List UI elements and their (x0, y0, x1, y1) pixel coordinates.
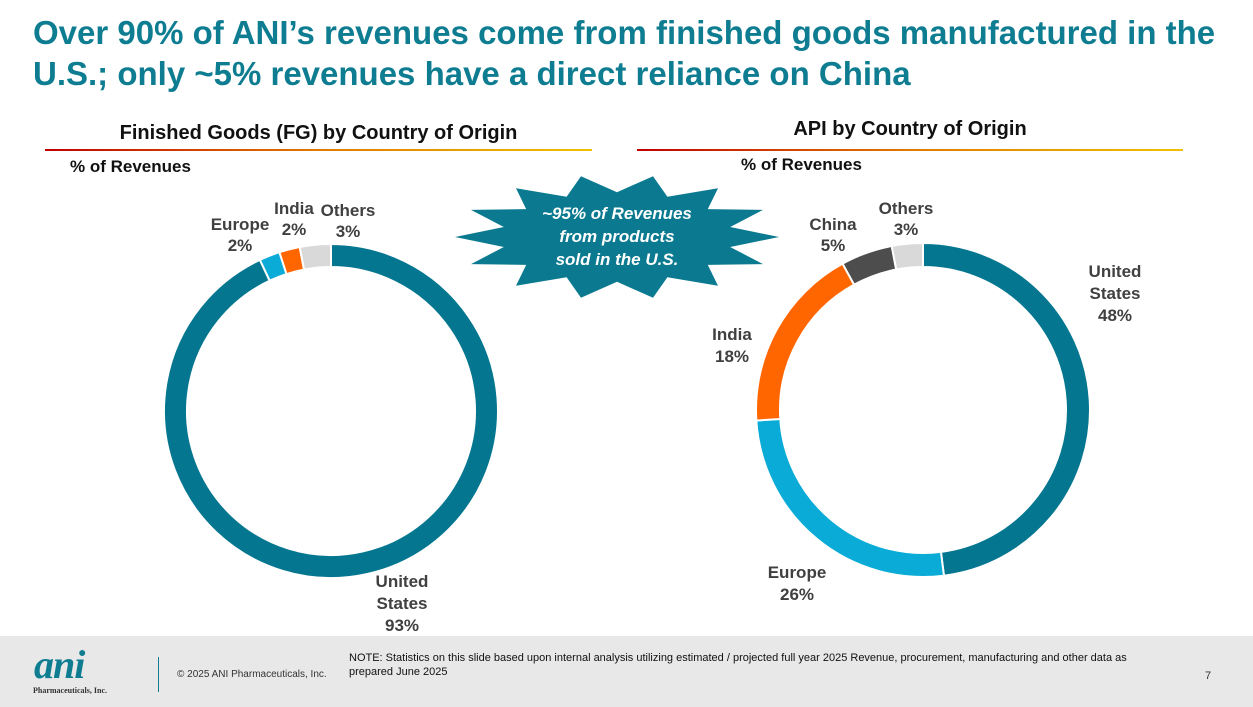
api-label-others-value: 3% (894, 220, 919, 239)
fg-slice-united-states (163, 242, 499, 579)
callout-starburst-shape (455, 176, 779, 298)
api-slice-united-states (922, 241, 1091, 577)
api-title-rule (637, 149, 1183, 151)
copyright-text: © 2025 ANI Pharmaceuticals, Inc. (177, 669, 327, 680)
fg-slice-others (298, 242, 332, 271)
api-slice-others (890, 241, 924, 271)
fg-label-us-line1: United (376, 572, 429, 591)
api-label-others: Others (879, 199, 934, 218)
callout-line-1: ~95% of Revenues (542, 204, 692, 223)
api-label-india-value: 18% (715, 347, 749, 366)
footnote: NOTE: Statistics on this slide based upo… (349, 652, 1127, 678)
api-label-us-line2: States (1089, 284, 1140, 303)
api-slice-india (755, 262, 856, 422)
ani-logo: ani (34, 642, 85, 687)
api-label-india: India (712, 325, 752, 344)
api-chart-subtitle: % of Revenues (741, 155, 862, 174)
page-number: 7 (1205, 670, 1212, 682)
callout-line-3: sold in the U.S. (556, 250, 679, 269)
fg-label-europe: Europe (211, 215, 270, 234)
fg-label-europe-value: 2% (228, 236, 253, 255)
fg-chart-subtitle: % of Revenues (70, 157, 191, 176)
footer-divider (158, 657, 159, 692)
api-donut-chart (755, 241, 1091, 578)
fg-label-others-value: 3% (336, 222, 361, 241)
us-callout-burst: ~95% of Revenues from products sold in t… (455, 176, 779, 298)
fg-title-rule (45, 149, 592, 151)
fg-chart-title: Finished Goods (FG) by Country of Origin (119, 122, 518, 144)
api-label-europe-value: 26% (780, 585, 814, 604)
fg-donut-chart (163, 242, 499, 579)
api-label-china-value: 5% (821, 236, 846, 255)
callout-line-2: from products (559, 227, 674, 246)
charts-canvas: ~95% of Revenues from products sold in t… (163, 176, 1142, 635)
api-chart-title: API by Country of Origin (793, 118, 1027, 140)
slide-title: Over 90% of ANI’s revenues come from fin… (33, 14, 1216, 92)
api-label-europe: Europe (768, 563, 827, 582)
fg-label-others: Others (321, 201, 376, 220)
api-slice-china (841, 244, 898, 287)
api-label-us-line1: United (1089, 262, 1142, 281)
fg-label-india-value: 2% (282, 220, 307, 239)
fg-label-us-value: 93% (385, 616, 419, 635)
footer-bar (0, 636, 1253, 707)
api-label-china: China (809, 215, 857, 234)
fg-label-india: India (274, 199, 314, 218)
api-slice-europe (755, 417, 946, 578)
api-label-us-value: 48% (1098, 306, 1132, 325)
fg-label-us-line2: States (376, 594, 427, 613)
ani-logo-subtitle: Pharmaceuticals, Inc. (33, 686, 107, 695)
